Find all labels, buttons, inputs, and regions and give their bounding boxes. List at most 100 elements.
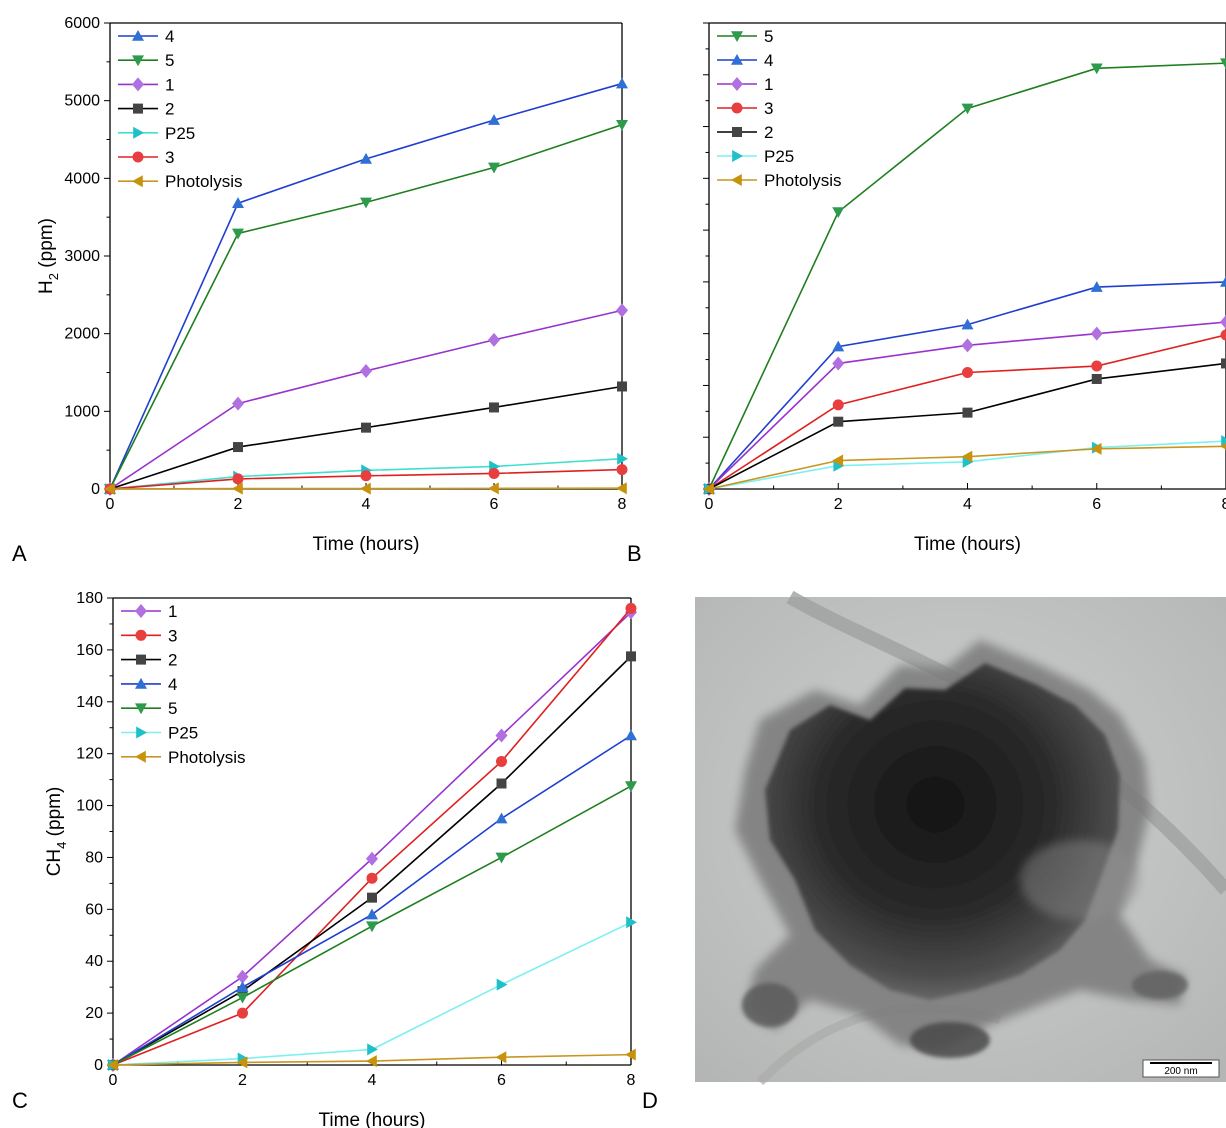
data-point-b-2-3 — [1090, 326, 1103, 341]
data-point-b-4-1 — [833, 416, 844, 427]
data-point-b-1-3 — [1090, 281, 1103, 292]
legend-marker-b-4 — [732, 127, 742, 137]
y-tick-label: 60 — [681, 326, 699, 343]
data-point-c-1-2 — [366, 872, 378, 884]
data-point-a-5-4 — [616, 464, 628, 476]
data-point-b-5-2 — [962, 455, 974, 468]
y-tick-label: 120 — [672, 170, 699, 187]
y-tick-label: 160 — [76, 642, 103, 659]
data-point-c-5-3 — [496, 978, 508, 991]
legend-label-c-3: 4 — [168, 675, 177, 694]
data-point-c-0-3 — [495, 728, 508, 743]
legend-marker-b-1 — [731, 54, 743, 65]
panel-letter-d: D — [642, 1088, 658, 1113]
y-tick-label: 20 — [85, 1005, 103, 1022]
legend-label-c-4: 5 — [168, 699, 177, 718]
series-line-b-4 — [708, 362, 1226, 490]
data-point-b-3-3 — [1091, 360, 1103, 372]
y-tick-label: 60 — [85, 901, 103, 918]
data-point-b-0-4 — [1220, 58, 1226, 70]
legend-marker-b-6 — [731, 174, 742, 186]
y-tick-label: 1000 — [64, 403, 100, 420]
data-point-b-2-4 — [1220, 315, 1226, 330]
y-tick-label: 0 — [94, 1057, 103, 1074]
data-point-c-4-2 — [366, 921, 378, 933]
data-point-a-1-3 — [488, 162, 500, 174]
y-axis-label-unit: (ppm) — [36, 218, 57, 273]
y-tick-label: 80 — [85, 849, 103, 866]
data-point-b-2-2 — [961, 338, 974, 353]
series-line-b-6 — [708, 445, 1226, 490]
data-point-b-4-2 — [962, 407, 973, 418]
y-tick-label: 40 — [681, 377, 699, 394]
series-line-c-5 — [112, 921, 632, 1066]
x-tick-label: 8 — [618, 496, 627, 513]
data-point-a-5-3 — [488, 467, 500, 479]
x-tick-label: 4 — [963, 496, 972, 513]
panel-letter-b: B — [627, 541, 642, 566]
legend-label-a-3: 2 — [165, 100, 174, 119]
data-point-a-1-2 — [360, 197, 372, 209]
data-point-b-2-1 — [832, 356, 845, 371]
legend-marker-c-2 — [136, 654, 146, 665]
legend-label-a-6: Photolysis — [165, 172, 242, 191]
data-point-b-3-4 — [1220, 329, 1226, 341]
y-axis-label: CH4 (ppm) — [44, 787, 69, 877]
data-point-a-0-4 — [616, 77, 628, 89]
data-point-c-0-2 — [366, 851, 378, 866]
legend-marker-b-3 — [731, 102, 743, 114]
data-point-c-3-1 — [236, 981, 249, 992]
data-point-c-6-2 — [366, 1055, 377, 1068]
data-point-a-1-1 — [232, 228, 244, 240]
chart-panel-a: 0 2 4 6 8 0 1000 2000 3000 4000 5000 6000 Time (hour… — [36, 15, 628, 555]
legend-marker-a-1 — [132, 55, 144, 67]
x-tick-label: 2 — [234, 496, 243, 513]
data-point-c-2-4 — [626, 651, 636, 662]
x-tick-label: 8 — [1222, 496, 1226, 513]
legend-label-b-2: 1 — [764, 75, 773, 94]
data-point-a-6-3 — [488, 482, 499, 495]
data-point-a-2-1 — [232, 396, 244, 411]
tem-micrograph: 200 nm — [695, 590, 1226, 1086]
particle-core — [765, 663, 1120, 1000]
x-tick-label: 2 — [834, 496, 843, 513]
legend-marker-b-0 — [731, 31, 743, 42]
legend-marker-a-6 — [132, 175, 143, 188]
data-point-c-6-0 — [107, 1059, 118, 1071]
data-point-a-0-2 — [360, 152, 372, 164]
data-point-b-5-1 — [833, 459, 845, 472]
y-tick-label: 100 — [76, 798, 103, 815]
x-tick-label: 6 — [497, 1072, 506, 1089]
data-point-c-1-4 — [625, 602, 637, 614]
x-tick-label: 0 — [109, 1072, 118, 1089]
data-point-c-6-4 — [625, 1048, 636, 1061]
data-point-b-6-1 — [832, 454, 844, 467]
series-line-b-0 — [708, 62, 1226, 490]
y-axis-label-subscript: 4 — [54, 842, 69, 849]
x-axis-label: Time (hours) — [914, 534, 1021, 555]
y-tick-label: 20 — [681, 429, 699, 446]
y-tick-label: 180 — [76, 590, 103, 607]
panel-letter-a: A — [12, 541, 27, 566]
data-point-b-6-4 — [1220, 442, 1226, 450]
y-axis-label-main: H — [36, 280, 57, 294]
legend-label-b-3: 3 — [764, 99, 773, 118]
legend-label-b-6: Photolysis — [764, 171, 841, 190]
legend-label-a-0: 4 — [165, 27, 174, 46]
data-point-c-2-2 — [367, 892, 377, 903]
legend-marker-a-4 — [133, 126, 144, 139]
x-tick-label: 0 — [705, 496, 714, 513]
legend-label-b-4: 2 — [764, 123, 773, 142]
y-axis-label-unit: (ppm) — [44, 787, 65, 842]
data-point-a-2-4 — [616, 303, 628, 318]
data-point-c-6-3 — [495, 1051, 507, 1064]
data-point-b-0-2 — [961, 103, 974, 115]
legend-marker-c-1 — [135, 629, 147, 641]
data-point-a-2-2 — [360, 363, 372, 378]
y-tick-label: 140 — [76, 694, 103, 711]
y-tick-label: 140 — [672, 119, 699, 136]
data-point-a-0-3 — [488, 114, 500, 125]
x-tick-label: 4 — [362, 496, 371, 513]
